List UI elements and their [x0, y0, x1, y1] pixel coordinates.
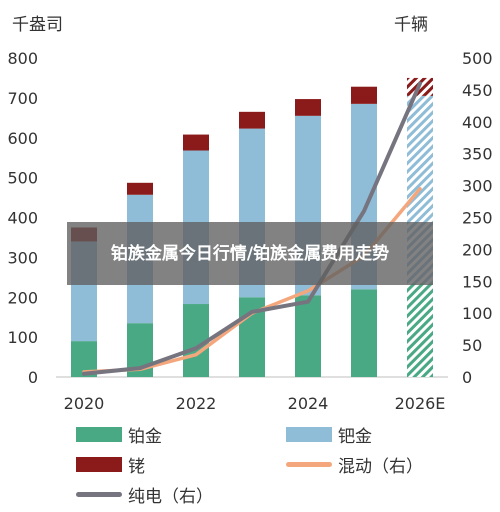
point-pure_ev	[194, 346, 198, 350]
point-pure_ev	[362, 209, 366, 213]
right-axis-tick-label: 0	[462, 368, 472, 387]
left-axis-tick-label: 0	[28, 368, 38, 387]
bar-rhodium	[183, 134, 209, 151]
left-axis-tick-label: 500	[7, 169, 38, 188]
left-axis-tick-label: 200	[7, 288, 38, 307]
right-axis-unit: 千辆	[394, 15, 428, 35]
bar-platinum	[351, 289, 377, 377]
left-axis-tick-label: 300	[7, 248, 38, 267]
left-axis-tick-label: 400	[7, 209, 38, 228]
point-hybrid	[194, 353, 198, 357]
right-axis-tick-label: 500	[462, 49, 493, 68]
bar-platinum	[295, 295, 321, 377]
bar-rhodium	[295, 99, 321, 116]
right-axis-tick-label: 400	[462, 113, 493, 132]
x-axis-tick-label: 2024	[288, 394, 329, 413]
point-pure_ev	[138, 366, 142, 370]
bar-rhodium	[351, 86, 377, 104]
point-pure_ev	[418, 82, 422, 86]
right-axis-tick-label: 300	[462, 177, 493, 196]
point-pure_ev	[250, 310, 254, 314]
left-axis-tick-label: 700	[7, 89, 38, 108]
right-axis-tick-label: 350	[462, 145, 493, 164]
point-hybrid	[306, 289, 310, 293]
right-axis-tick-label: 450	[462, 81, 493, 100]
bar-rhodium	[127, 182, 153, 195]
point-pure_ev	[306, 300, 310, 304]
right-axis-tick-label: 250	[462, 209, 493, 228]
left-axis-tick-label: 800	[7, 49, 38, 68]
right-axis-tick-label: 200	[462, 240, 493, 259]
left-axis-tick-label: 100	[7, 328, 38, 347]
left-axis-unit: 千盎司	[12, 15, 63, 35]
bar-rhodium	[239, 111, 265, 129]
point-hybrid	[418, 187, 422, 191]
title-banner: 铂族金属今日行情/铂族金属费用走势	[67, 222, 433, 285]
left-axis-tick-label: 600	[7, 129, 38, 148]
x-axis-tick-label: 2020	[64, 394, 105, 413]
point-pure_ev	[82, 372, 86, 376]
x-axis-tick-label: 2026E	[395, 394, 446, 413]
right-axis-tick-label: 100	[462, 304, 493, 323]
overlay-title: 铂族金属今日行情/铂族金属费用走势	[110, 243, 390, 264]
right-axis-tick-label: 150	[462, 272, 493, 291]
x-axis-tick-label: 2022	[176, 394, 217, 413]
bar-platinum	[407, 283, 433, 377]
right-axis-tick-label: 50	[462, 336, 482, 355]
